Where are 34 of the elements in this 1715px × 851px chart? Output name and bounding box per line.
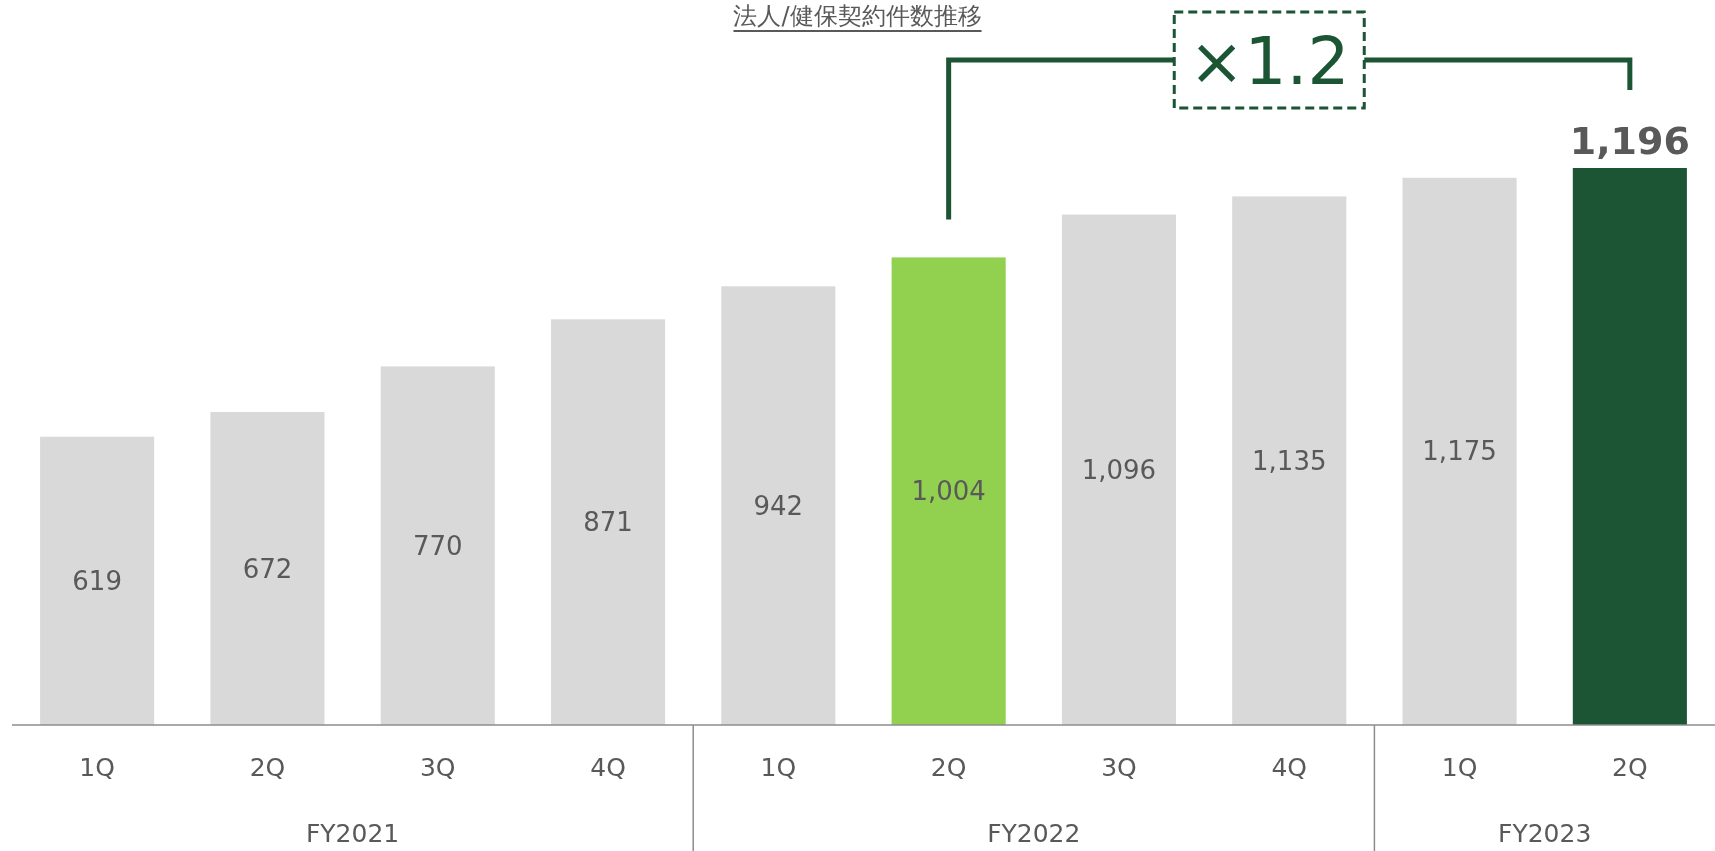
x-tick-label: 1Q — [760, 753, 797, 782]
bar — [721, 286, 836, 725]
chart-title: 法人/健保契約件数推移 — [733, 2, 982, 30]
bar — [210, 412, 325, 725]
data-label: 1,196 — [1569, 119, 1690, 163]
bar — [380, 366, 495, 725]
data-label: 672 — [242, 553, 293, 584]
text: FY2023 — [1498, 819, 1592, 848]
x-tick-label: 3Q — [1101, 753, 1137, 782]
x-tick-label: 2Q — [930, 753, 967, 782]
x-tick-label: 1Q — [79, 753, 115, 782]
data-label: 1,004 — [911, 476, 986, 507]
x-tick-label: 2Q — [1612, 753, 1648, 782]
x-tick-label: 3Q — [419, 753, 456, 782]
data-label: 1,175 — [1422, 436, 1497, 467]
bar — [1402, 177, 1517, 725]
x-tick-label: 1Q — [1441, 753, 1478, 782]
data-label: 871 — [583, 507, 633, 538]
bar — [1232, 196, 1347, 725]
data-label: 770 — [412, 530, 463, 561]
x-tick-label: 4Q — [590, 753, 626, 782]
data-label: 619 — [72, 565, 122, 596]
text: FY2021 — [305, 819, 400, 848]
x-tick-label: 2Q — [249, 753, 286, 782]
bar — [551, 319, 666, 725]
bar — [1572, 168, 1687, 725]
bar — [891, 257, 1006, 725]
text: FY2022 — [987, 819, 1081, 848]
x-tick-label: 4Q — [1271, 753, 1308, 782]
bar — [40, 436, 155, 725]
data-label: 1,096 — [1081, 454, 1157, 485]
data-label: 942 — [753, 490, 804, 521]
text: ×1.2 — [1189, 23, 1350, 100]
data-label: 1,135 — [1252, 445, 1327, 476]
